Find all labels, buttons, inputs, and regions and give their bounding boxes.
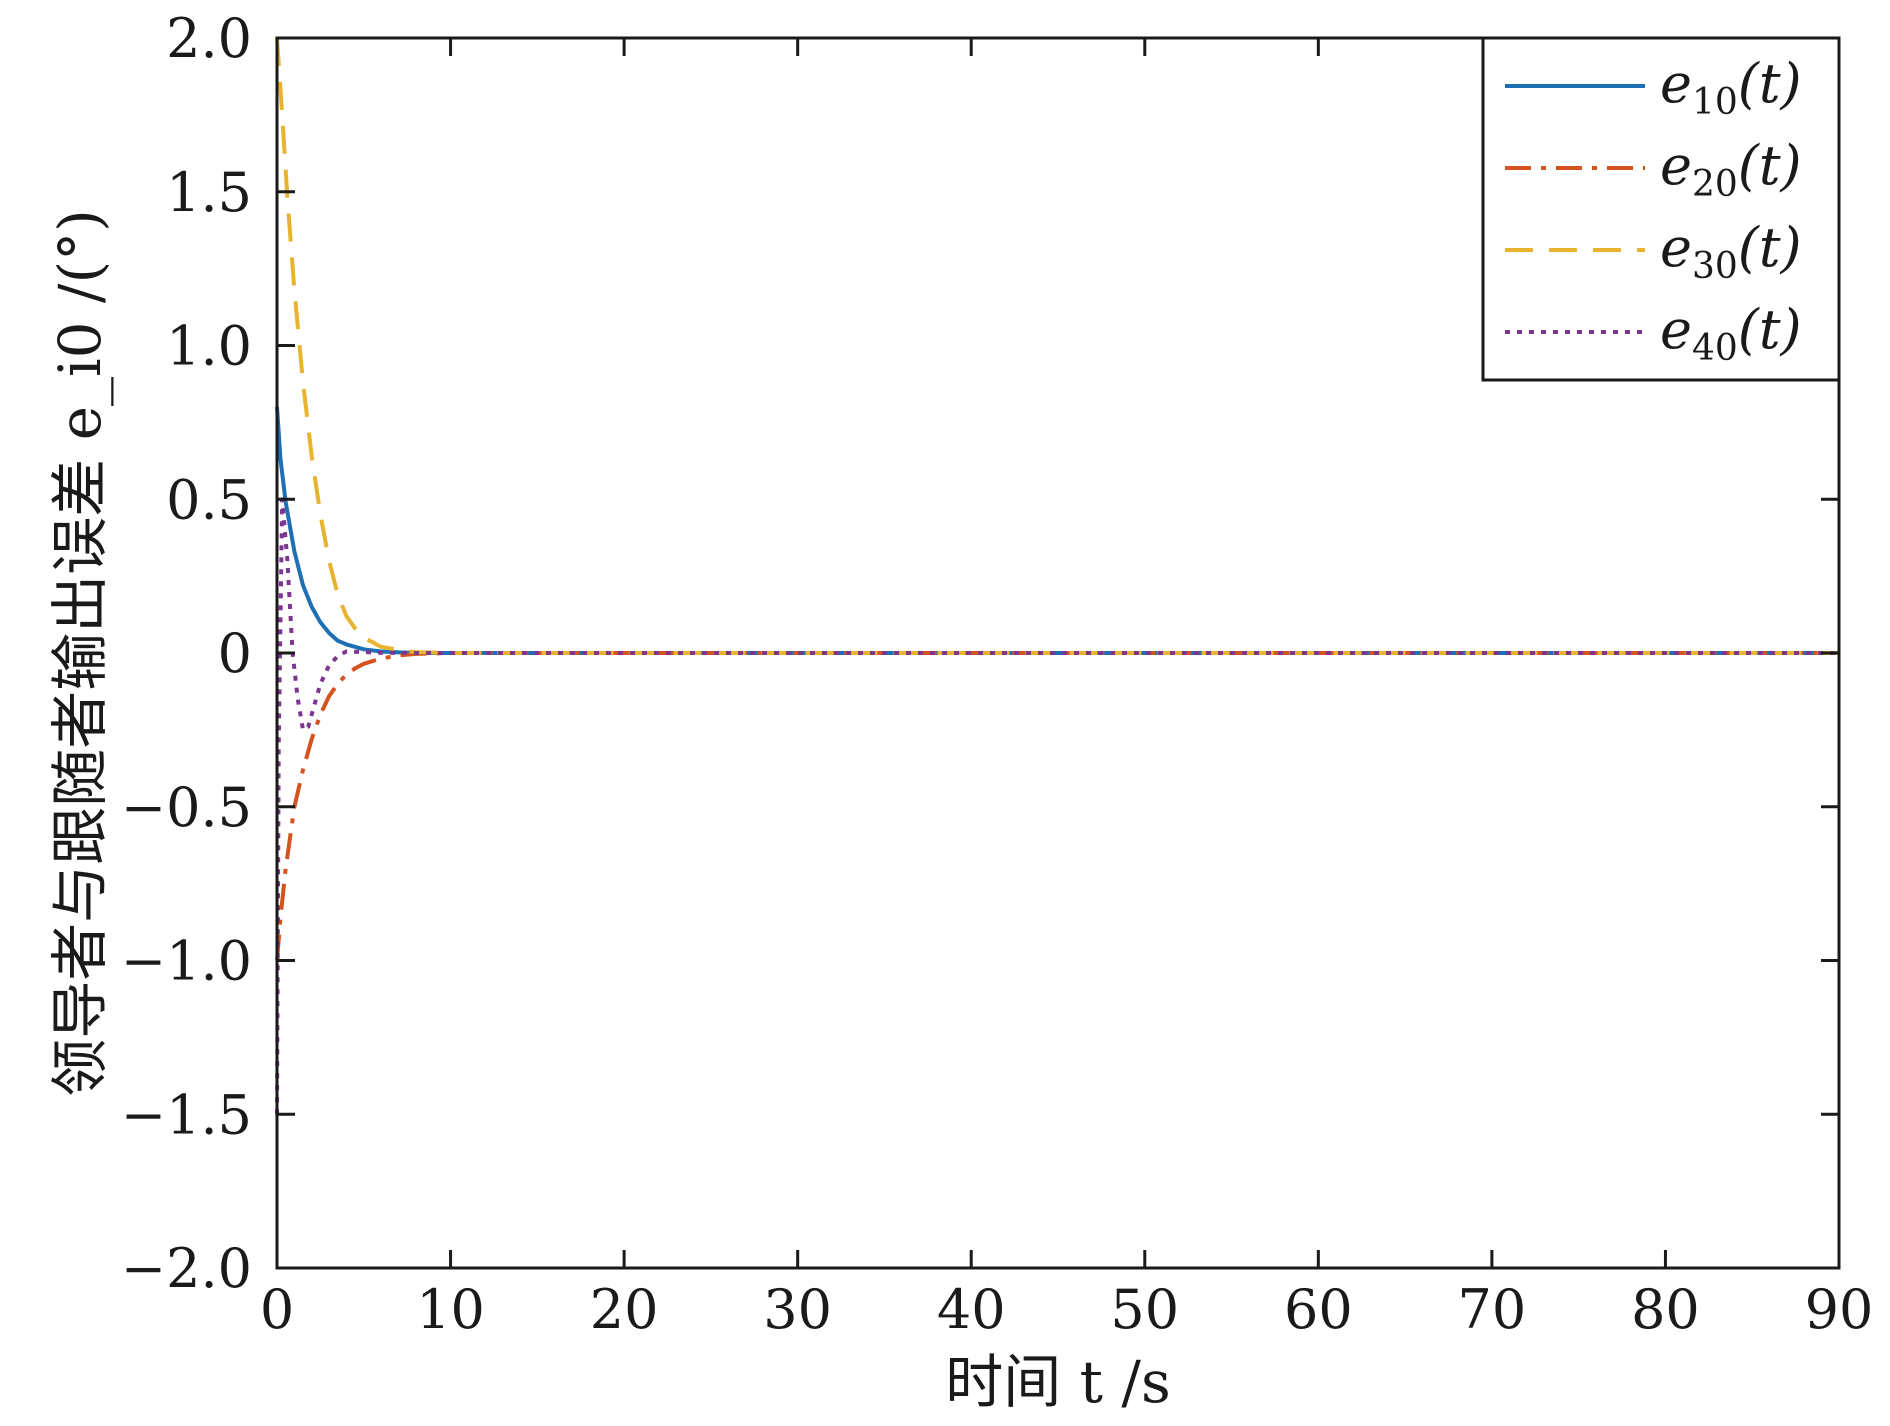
x-tick-label: 70: [1458, 1278, 1527, 1341]
x-tick-label: 50: [1110, 1278, 1179, 1341]
x-tick-label: 80: [1631, 1278, 1700, 1341]
tick-labels-layer: 0 10 20 30 40 50 60 70 80 90 −2.0 −1.5 −1.0 −0.5 0 0.5 1…: [121, 7, 1873, 1341]
y-tick-label: 0.5: [166, 468, 252, 531]
y-axis-title: 领导者与跟随者输出误差 e_i0 /(°): [46, 209, 114, 1096]
y-tick-label: 0: [218, 622, 252, 685]
x-tick-label: 60: [1284, 1278, 1353, 1341]
legend-label-1: e10(t): [1660, 52, 1802, 123]
x-tick-label: 30: [763, 1278, 832, 1341]
legend-box: [1481, 36, 1841, 382]
series-line-3: [275, 37, 1839, 655]
y-tick-label: −0.5: [121, 776, 252, 839]
series-line-2: [275, 651, 1839, 961]
x-tick-label: 0: [260, 1278, 294, 1341]
series-line-4: [275, 497, 1839, 1115]
legend: e10(t) e20(t) e30(t) e40(t): [1481, 36, 1841, 382]
series-line-1: [275, 406, 1839, 655]
legend-label-3: e30(t): [1660, 216, 1802, 287]
legend-label-2: e20(t): [1660, 134, 1802, 205]
x-tick-label: 10: [416, 1278, 485, 1341]
x-tick-label: 40: [937, 1278, 1006, 1341]
y-tick-label: 1.5: [166, 161, 252, 224]
y-tick-label: −2.0: [121, 1237, 252, 1300]
y-tick-label: 2.0: [166, 7, 252, 70]
y-tick-label: −1.0: [121, 930, 252, 993]
legend-label-4: e40(t): [1660, 298, 1802, 369]
x-tick-label: 90: [1805, 1278, 1874, 1341]
x-tick-label: 20: [590, 1278, 659, 1341]
series-layer: [275, 37, 1839, 1115]
y-tick-label: 1.0: [166, 315, 252, 378]
y-tick-label: −1.5: [121, 1083, 252, 1146]
x-axis-title: 时间 t /s: [945, 1348, 1171, 1416]
